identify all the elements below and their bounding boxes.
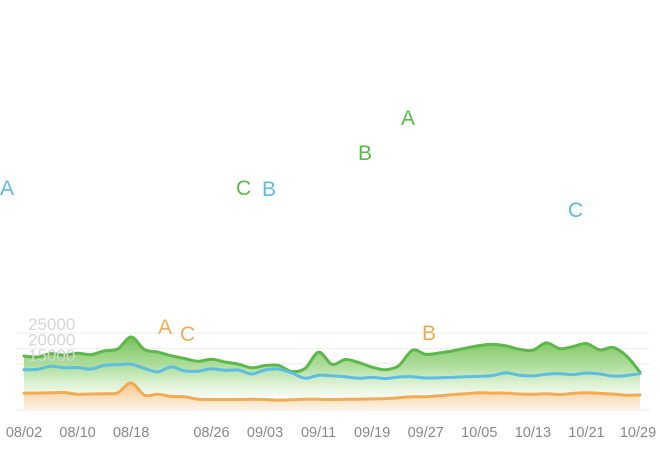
series-line-2 (22, 362, 642, 381)
x-tick-label: 10/21 (568, 425, 604, 441)
series-line-3 (22, 381, 642, 402)
y-tick-label: 25000 (28, 315, 75, 334)
y-tick-label: 15000 (28, 346, 75, 365)
annotation-label: C (568, 199, 583, 222)
annotation-label: C (236, 177, 251, 200)
x-tick-label: 10/13 (515, 425, 551, 441)
x-tick-label: 10/29 (620, 425, 656, 441)
x-tick-label: 09/03 (247, 425, 283, 441)
annotation-label: A (0, 177, 14, 200)
x-tick-label: 08/26 (193, 425, 229, 441)
area-bottom-series (24, 382, 640, 410)
annotation-label: B (422, 322, 436, 345)
annotation-label: A (158, 316, 172, 339)
annotation-label: C (180, 323, 195, 346)
series-line-1 (22, 335, 642, 374)
x-tick-label: 09/19 (354, 425, 390, 441)
x-tick-label: 08/18 (113, 425, 149, 441)
x-tick-label: 10/05 (461, 425, 497, 441)
annotation-label: B (262, 178, 276, 201)
annotation-label: A (401, 107, 415, 130)
x-tick-label: 08/10 (59, 425, 95, 441)
annotation-label: B (358, 142, 372, 165)
y-tick-label: 20000 (28, 330, 75, 349)
x-tick-label: 08/02 (6, 425, 42, 441)
x-tick-label: 09/27 (408, 425, 444, 441)
x-tick-label: 09/11 (301, 425, 336, 441)
